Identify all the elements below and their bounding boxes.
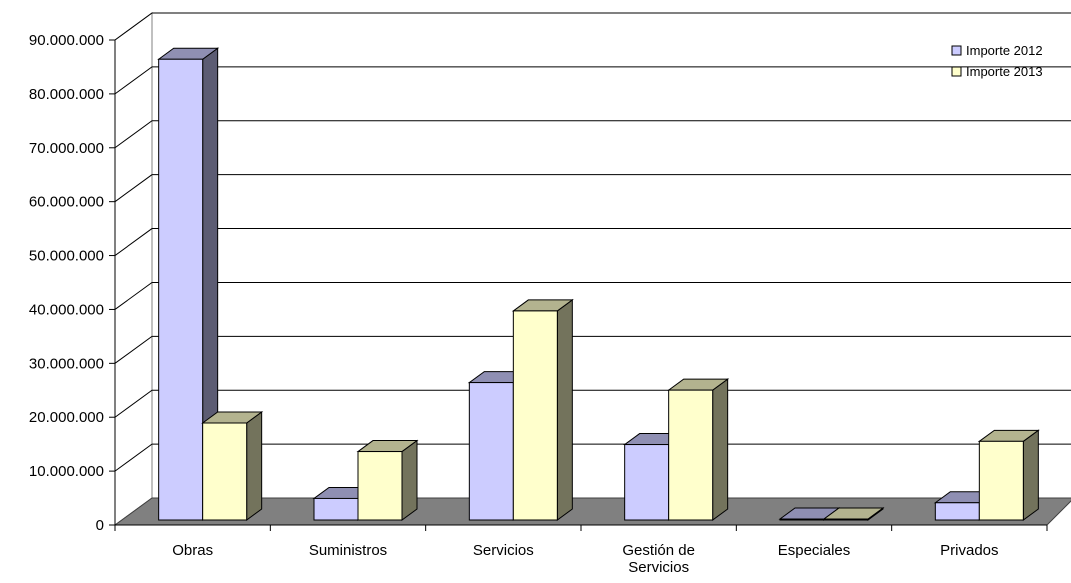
y-tick-label: 10.000.000 bbox=[29, 463, 104, 480]
gridlines bbox=[114, 12, 1071, 472]
y-tick-label: 70.000.000 bbox=[29, 140, 104, 157]
bars bbox=[157, 47, 1040, 521]
bar bbox=[511, 298, 574, 521]
x-tick-label: Servicios bbox=[473, 542, 534, 559]
bar-side bbox=[556, 298, 573, 521]
gridline bbox=[114, 174, 1071, 203]
x-tick-label: Servicios bbox=[628, 559, 689, 576]
bar-side bbox=[712, 378, 729, 521]
y-tick-label: 20.000.000 bbox=[29, 409, 104, 426]
gridline bbox=[114, 228, 1071, 256]
legend: Importe 2012 Importe 2013 bbox=[951, 43, 1043, 79]
bar-front bbox=[823, 518, 869, 521]
bar bbox=[977, 429, 1040, 521]
y-tick-label: 40.000.000 bbox=[29, 301, 104, 318]
bar-front bbox=[978, 440, 1024, 521]
y-tick-label: 50.000.000 bbox=[29, 248, 104, 265]
bar bbox=[157, 47, 220, 521]
legend-swatch bbox=[951, 66, 962, 77]
y-tick-label: 0 bbox=[96, 517, 104, 534]
bar-front bbox=[202, 422, 248, 521]
gridline bbox=[114, 66, 1071, 95]
bar-side bbox=[246, 411, 263, 521]
bar-side bbox=[1022, 429, 1039, 521]
x-tick-label: Suministros bbox=[309, 542, 387, 559]
gridline bbox=[114, 443, 1071, 472]
y-tick-label: 30.000.000 bbox=[29, 355, 104, 372]
gridline bbox=[114, 389, 1071, 418]
legend-label: Importe 2013 bbox=[966, 64, 1043, 79]
y-tick-label: 90.000.000 bbox=[29, 32, 104, 49]
legend-label: Importe 2012 bbox=[966, 43, 1043, 58]
bar bbox=[822, 507, 885, 521]
y-tick-label: 80.000.000 bbox=[29, 86, 104, 103]
axes bbox=[114, 40, 1048, 531]
bar-front bbox=[668, 389, 714, 521]
bar-front bbox=[158, 58, 204, 521]
x-tick-label: Especiales bbox=[778, 542, 851, 559]
bar-front bbox=[313, 497, 359, 521]
x-tick-label: Obras bbox=[172, 542, 213, 559]
bar bbox=[667, 378, 730, 521]
y-tick-label: 60.000.000 bbox=[29, 194, 104, 211]
gridline bbox=[114, 120, 1071, 149]
x-tick-label: Privados bbox=[940, 542, 998, 559]
bar-front bbox=[624, 444, 670, 521]
bar bbox=[356, 439, 419, 521]
bar bbox=[201, 411, 264, 521]
bar-front bbox=[468, 382, 514, 521]
gridline bbox=[114, 12, 1071, 41]
gridline bbox=[114, 335, 1071, 364]
gridline bbox=[114, 281, 1071, 310]
x-tick-label: Gestión de bbox=[622, 542, 695, 559]
bar-side bbox=[401, 439, 418, 521]
bar-front bbox=[934, 502, 980, 521]
y-axis-ticks: 0 10.000.000 20.000.000 30.000.000 40.000.00… bbox=[29, 32, 115, 534]
x-axis-labels: Obras Suministros Servicios Gestión deServi… bbox=[172, 542, 998, 576]
bar-front bbox=[779, 518, 825, 521]
bar-front bbox=[512, 310, 558, 521]
bar-front bbox=[357, 451, 403, 521]
legend-swatch bbox=[951, 45, 962, 56]
